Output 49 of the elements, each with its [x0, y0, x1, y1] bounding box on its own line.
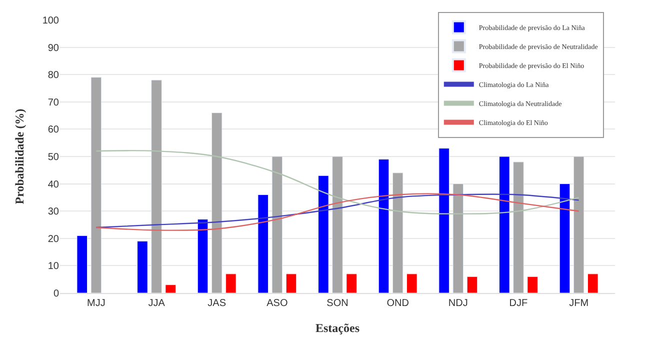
- bar: [392, 172, 404, 293]
- y-tick-label: 40: [48, 179, 60, 190]
- x-tick-label: MJJ: [87, 298, 106, 309]
- bar: [272, 156, 283, 293]
- bar: [466, 276, 478, 293]
- y-tick-label: 60: [48, 124, 60, 136]
- bar: [513, 162, 524, 293]
- bar: [406, 274, 418, 293]
- bar: [151, 80, 162, 293]
- x-tick-label: JJA: [148, 298, 166, 309]
- line-series: [96, 150, 580, 214]
- bar: [90, 77, 102, 293]
- bar: [346, 274, 357, 293]
- bar: [258, 194, 268, 293]
- bar: [452, 184, 464, 293]
- y-tick-label: 30: [48, 206, 60, 218]
- bar: [559, 184, 570, 293]
- bar: [588, 274, 598, 293]
- y-axis-title: Probabilidade (%): [12, 108, 27, 204]
- bar: [378, 158, 390, 293]
- y-tick-label: 70: [48, 97, 60, 108]
- bar: [197, 219, 208, 293]
- bar: [226, 274, 236, 293]
- x-tick-label: DJF: [509, 298, 528, 309]
- bar: [76, 235, 88, 293]
- x-tick-label: NDJ: [448, 298, 468, 309]
- y-tick-label: 10: [48, 261, 60, 272]
- y-tick-label: 0: [53, 288, 60, 300]
- bar: [438, 148, 450, 293]
- bar: [332, 156, 343, 293]
- bar: [286, 274, 297, 293]
- bar: [527, 276, 538, 293]
- bar: [165, 284, 176, 293]
- y-tick-label: 90: [48, 42, 60, 54]
- bar: [318, 175, 329, 293]
- x-tick-label: OND: [386, 298, 409, 309]
- bar: [211, 112, 222, 293]
- y-tick-label: 100: [42, 16, 60, 26]
- x-tick-label: SON: [326, 298, 348, 309]
- x-axis-title: Estações: [316, 320, 360, 335]
- bar: [499, 156, 510, 293]
- bar: [137, 240, 148, 293]
- y-tick-label: 50: [48, 152, 60, 163]
- bar: [573, 156, 584, 293]
- x-tick-label: ASO: [266, 298, 288, 309]
- x-tick-label: JFM: [569, 298, 589, 309]
- x-tick-label: JAS: [208, 298, 226, 309]
- y-tick-label: 20: [48, 234, 60, 245]
- y-tick-label: 80: [48, 70, 60, 82]
